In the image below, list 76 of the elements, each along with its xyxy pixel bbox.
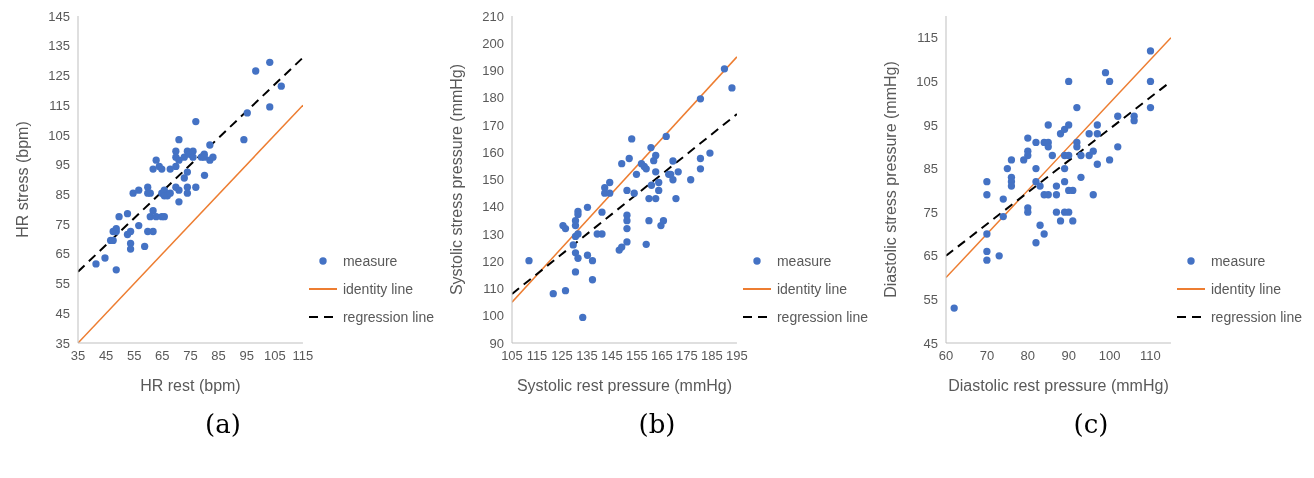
y-tick-label: 180 <box>482 90 504 106</box>
x-tick-label: 155 <box>626 348 648 364</box>
x-tick-label: 135 <box>576 348 598 364</box>
y-tick-label: 105 <box>916 74 938 90</box>
x-axis-title: HR rest (bpm) <box>140 377 241 394</box>
y-tick-label: 140 <box>482 199 504 215</box>
y-tick-label: 45 <box>923 335 938 351</box>
text: (a) <box>205 409 241 439</box>
legend-label: measure <box>342 253 398 269</box>
legend-label: measure <box>1210 253 1266 269</box>
y-tick-label: 95 <box>923 117 938 133</box>
x-tick-label: 45 <box>98 348 114 364</box>
x-tick-label: 175 <box>676 348 698 364</box>
y-tick-label: 90 <box>489 335 504 351</box>
legend-label: regression line <box>1210 309 1302 325</box>
x-tick-label: 110 <box>1140 348 1161 364</box>
x-axis-title: Diastolic rest pressure (mmHg) <box>948 377 1169 394</box>
x-tick-label: 165 <box>651 348 673 364</box>
x-tick-label: 80 <box>1020 348 1036 364</box>
x-tick-label: 95 <box>239 348 254 364</box>
x-tick-label: 105 <box>501 348 523 364</box>
y-tick-label: 145 <box>48 8 70 24</box>
legend-label: measure <box>776 253 832 269</box>
x-tick-label: 115 <box>526 348 548 364</box>
y-tick-label: 160 <box>482 144 504 160</box>
x-tick-label: 65 <box>155 348 170 364</box>
y-tick-label: 85 <box>923 161 938 177</box>
legend-label: identity line <box>1210 281 1281 297</box>
y-tick-label: 125 <box>48 68 70 84</box>
x-tick-label: 75 <box>183 348 198 364</box>
x-tick-label: 35 <box>70 348 86 364</box>
x-tick-label: 70 <box>979 348 995 364</box>
y-tick-label: 100 <box>482 308 504 324</box>
text: (b) <box>638 409 676 439</box>
y-tick-label: 200 <box>482 35 504 51</box>
x-tick-label: 60 <box>938 348 954 364</box>
x-tick-label: 100 <box>1098 348 1121 364</box>
legend-label: regression line <box>342 309 434 325</box>
y-tick-label: 130 <box>482 226 504 242</box>
y-tick-label: 55 <box>55 276 70 292</box>
x-tick-label: 85 <box>211 348 226 364</box>
y-tick-label: 210 <box>482 8 504 24</box>
legend-label: identity line <box>776 281 847 297</box>
y-tick-label: 190 <box>482 63 504 79</box>
y-tick-label: 45 <box>55 305 70 321</box>
y-tick-label: 120 <box>482 253 504 269</box>
y-tick-label: 115 <box>917 30 938 46</box>
y-tick-label: 65 <box>923 248 938 264</box>
y-axis-title: Diastolic stress pressure (mmHg) <box>881 61 899 298</box>
y-axis-title: HR stress (bpm) <box>13 121 31 238</box>
legend-label: identity line <box>342 281 413 297</box>
y-tick-label: 35 <box>55 335 70 351</box>
text: (c) <box>1073 409 1109 439</box>
y-tick-label: 55 <box>923 292 938 308</box>
x-tick-label: 125 <box>551 348 573 364</box>
y-tick-label: 150 <box>482 172 504 188</box>
y-tick-label: 75 <box>55 216 70 232</box>
y-tick-label: 65 <box>55 246 70 262</box>
y-tick-label: 135 <box>48 38 70 54</box>
y-tick-label: 85 <box>55 186 70 202</box>
y-tick-label: 105 <box>48 127 70 143</box>
legend-label: regression line <box>776 309 868 325</box>
x-tick-label: 105 <box>263 348 286 364</box>
x-tick-label: 55 <box>127 348 142 364</box>
y-axis-title: Systolic stress pressure (mmHg) <box>447 63 465 296</box>
y-tick-label: 115 <box>49 97 70 113</box>
x-tick-label: 185 <box>701 348 723 364</box>
y-tick-label: 170 <box>482 117 504 133</box>
y-tick-label: 95 <box>55 157 70 173</box>
x-tick-label: 90 <box>1061 348 1076 364</box>
y-tick-label: 75 <box>923 204 938 220</box>
x-tick-label: 115 <box>292 348 314 364</box>
y-tick-label: 110 <box>483 281 504 297</box>
x-axis-title: Systolic rest pressure (mmHg) <box>516 377 733 394</box>
x-tick-label: 195 <box>726 348 748 364</box>
x-tick-label: 145 <box>601 348 623 364</box>
